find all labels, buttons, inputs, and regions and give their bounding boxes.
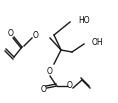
Text: O: O (41, 85, 47, 94)
Text: O: O (47, 67, 53, 77)
Text: HO: HO (78, 15, 90, 25)
Text: O: O (33, 32, 39, 40)
Text: OH: OH (92, 37, 104, 46)
Text: O: O (8, 29, 14, 39)
Text: O: O (67, 81, 73, 91)
